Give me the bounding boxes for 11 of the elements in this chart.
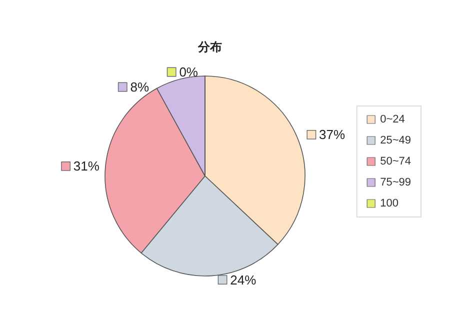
legend-label: 100 [380, 198, 398, 210]
legend-label: 75~99 [380, 176, 412, 188]
legend-label: 25~49 [380, 134, 412, 146]
data-label: 8% [126, 80, 150, 94]
data-label: 31% [70, 158, 100, 174]
data-label: 24% [226, 272, 257, 288]
chart-title: 分布 [197, 40, 222, 54]
text: 0% [179, 64, 198, 80]
data-label: 37% [315, 127, 346, 142]
legend-label: 50~74 [380, 156, 412, 168]
legend-label: 0~24 [380, 114, 405, 126]
